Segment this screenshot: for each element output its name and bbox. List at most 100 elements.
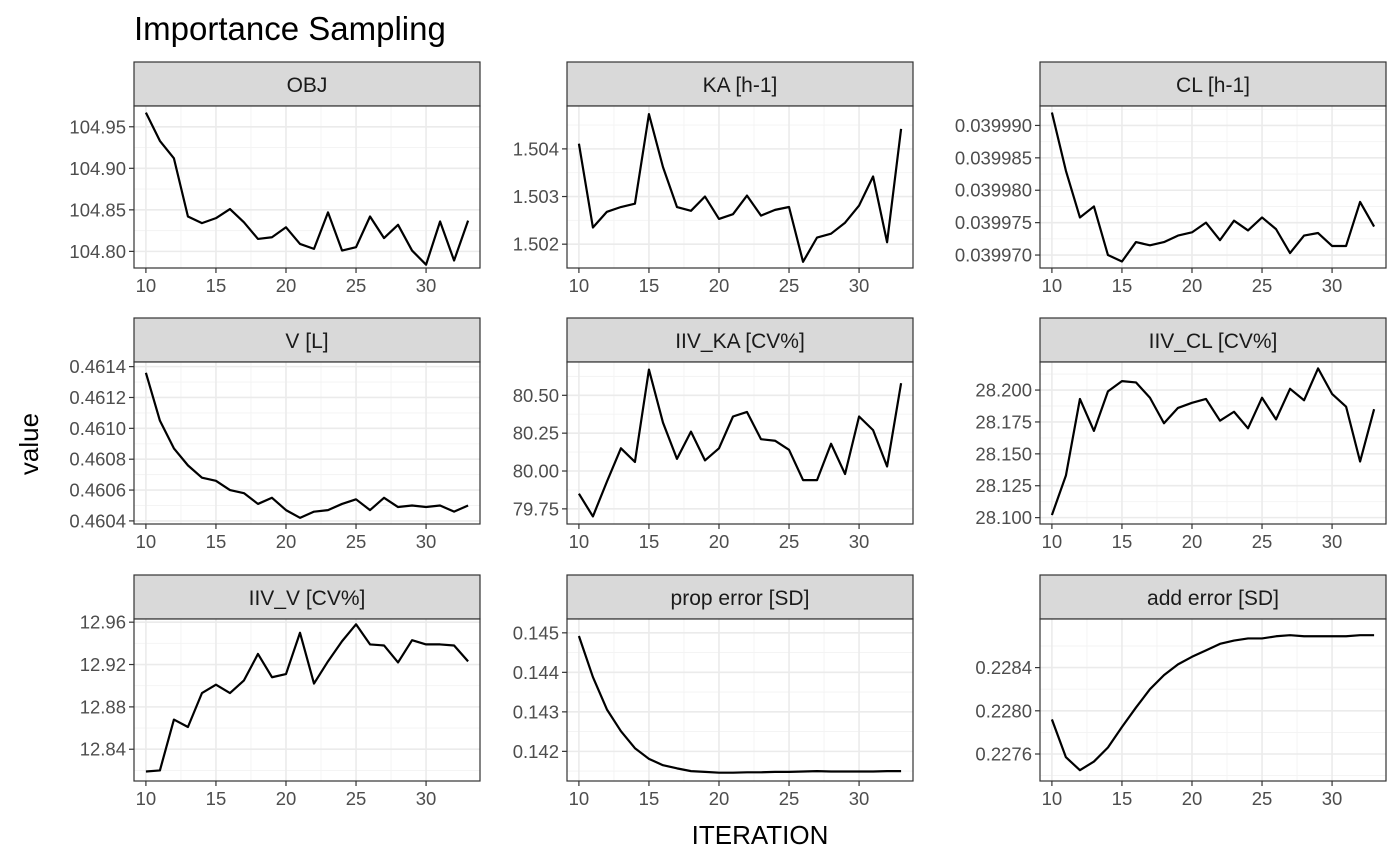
y-tick-label: 12.88 bbox=[80, 696, 126, 717]
panel-border-prop-error-sd bbox=[566, 618, 914, 782]
plot-area-prop-error-sd bbox=[567, 619, 913, 781]
y-tick-label: 0.143 bbox=[513, 701, 559, 722]
x-tick-label: 20 bbox=[709, 531, 730, 552]
series-line-iiv-ka-cv bbox=[577, 368, 903, 518]
y-tick-label: 28.100 bbox=[975, 507, 1032, 528]
x-tick-label: 25 bbox=[1252, 531, 1273, 552]
x-tick-label: 10 bbox=[136, 531, 157, 552]
panel-border-obj bbox=[133, 105, 481, 269]
plot-area-v-l bbox=[134, 362, 480, 524]
panel-ka-h-1: KA [h-1] 10 15 20 25 30 1.502 1.503 1.504 bbox=[513, 61, 914, 296]
panel-iiv-ka-cv: IIV_KA [CV%] 10 15 20 25 30 79.75 80.00 80.25 80.… bbox=[513, 317, 914, 552]
x-tick-label: 25 bbox=[1252, 788, 1273, 809]
y-tick-label: 79.75 bbox=[513, 498, 559, 519]
x-tick-label: 30 bbox=[1322, 275, 1343, 296]
y-tick-label: 104.90 bbox=[69, 158, 126, 179]
strip-label-iiv-ka-cv: IIV_KA [CV%] bbox=[675, 330, 805, 353]
series-line-iiv-cl-cv bbox=[1050, 367, 1376, 516]
series-line-obj bbox=[144, 112, 470, 266]
x-tick-label: 10 bbox=[1042, 531, 1063, 552]
x-tick-label: 15 bbox=[1112, 531, 1133, 552]
y-axis-title: value bbox=[14, 413, 44, 475]
y-tick-label: 0.4614 bbox=[69, 356, 126, 377]
x-tick-label: 20 bbox=[276, 531, 297, 552]
strip-label-cl-h-1: CL [h-1] bbox=[1176, 74, 1250, 97]
x-tick-label: 25 bbox=[779, 275, 800, 296]
strip-label-iiv-cl-cv: IIV_CL [CV%] bbox=[1149, 330, 1278, 353]
x-axis-v-l: 10 15 20 25 30 bbox=[136, 524, 437, 552]
y-axis-v-l: 0.4604 0.4606 0.4608 0.4610 0.4612 0.4614 bbox=[69, 356, 134, 531]
x-tick-label: 30 bbox=[1322, 788, 1343, 809]
gridlines-ka-h-1 bbox=[567, 106, 913, 268]
y-tick-label: 0.4612 bbox=[69, 387, 126, 408]
x-tick-label: 20 bbox=[709, 788, 730, 809]
x-axis-add-error-sd: 10 15 20 25 30 bbox=[1042, 781, 1343, 809]
y-tick-label: 1.503 bbox=[513, 186, 559, 207]
y-axis-ka-h-1: 1.502 1.503 1.504 bbox=[513, 138, 567, 255]
y-tick-label: 28.200 bbox=[975, 380, 1032, 401]
panel-prop-error-sd: prop error [SD] 10 15 20 25 30 0.142 0.143 0.144… bbox=[513, 574, 914, 809]
y-axis-prop-error-sd: 0.142 0.143 0.144 0.145 bbox=[513, 622, 567, 762]
x-tick-label: 10 bbox=[1042, 275, 1063, 296]
gridlines-iiv-cl-cv bbox=[1040, 362, 1386, 524]
y-tick-label: 80.25 bbox=[513, 423, 559, 444]
x-axis-cl-h-1: 10 15 20 25 30 bbox=[1042, 268, 1343, 296]
y-tick-label: 0.2280 bbox=[975, 700, 1032, 721]
strip-obj bbox=[133, 61, 481, 107]
strip-label-iiv-v-cv: IIV_V [CV%] bbox=[249, 587, 366, 610]
series-line-cl-h-1 bbox=[1050, 112, 1376, 263]
y-tick-label: 28.150 bbox=[975, 443, 1032, 464]
plot-area-iiv-v-cv bbox=[134, 619, 480, 781]
y-tick-label: 0.144 bbox=[513, 662, 559, 683]
strip-label-obj: OBJ bbox=[287, 74, 328, 97]
x-tick-label: 25 bbox=[346, 275, 367, 296]
x-tick-label: 25 bbox=[346, 788, 367, 809]
series-line-iiv-v-cv bbox=[145, 623, 469, 773]
strip-iiv-cl-cv bbox=[1039, 317, 1387, 363]
strip-iiv-ka-cv bbox=[566, 317, 914, 363]
x-tick-label: 20 bbox=[1182, 788, 1203, 809]
x-tick-label: 10 bbox=[136, 275, 157, 296]
strip-label-prop-error-sd: prop error [SD] bbox=[671, 587, 810, 610]
x-axis-ka-h-1: 10 15 20 25 30 bbox=[569, 268, 870, 296]
panel-obj: OBJ 10 15 20 25 30 104.80 104.85 104.90 104.95 bbox=[69, 61, 481, 296]
y-tick-label: 28.125 bbox=[975, 475, 1032, 496]
y-axis-obj: 104.80 104.85 104.90 104.95 bbox=[69, 116, 134, 262]
panel-border-iiv-v-cv bbox=[133, 618, 481, 782]
plot-area-iiv-cl-cv bbox=[1040, 362, 1386, 524]
x-axis-obj: 10 15 20 25 30 bbox=[136, 268, 436, 296]
plot-area-ka-h-1 bbox=[567, 106, 913, 268]
x-axis-iiv-v-cv: 10 15 20 25 30 bbox=[136, 781, 436, 809]
x-tick-label: 15 bbox=[206, 275, 227, 296]
x-tick-label: 10 bbox=[569, 788, 590, 809]
y-tick-label: 104.95 bbox=[69, 116, 126, 137]
y-tick-label: 104.85 bbox=[69, 199, 126, 220]
x-tick-label: 30 bbox=[416, 531, 437, 552]
x-tick-label: 20 bbox=[1182, 275, 1203, 296]
y-tick-label: 1.502 bbox=[513, 234, 559, 255]
y-tick-label: 0.039985 bbox=[955, 147, 1032, 168]
plot-area-iiv-ka-cv bbox=[567, 362, 913, 524]
y-tick-label: 12.84 bbox=[80, 739, 126, 760]
strip-label-v-l: V [L] bbox=[285, 330, 328, 353]
x-tick-label: 15 bbox=[206, 788, 227, 809]
strip-label-ka-h-1: KA [h-1] bbox=[703, 74, 778, 97]
series-line-prop-error-sd bbox=[577, 635, 902, 774]
panel-iiv-cl-cv: IIV_CL [CV%] 10 15 20 25 30 28.100 28.125 28.150… bbox=[975, 317, 1387, 552]
y-tick-label: 12.96 bbox=[80, 612, 126, 633]
x-tick-label: 15 bbox=[1112, 788, 1133, 809]
plot-area-add-error-sd bbox=[1040, 619, 1386, 781]
x-tick-label: 30 bbox=[849, 275, 870, 296]
panel-border-iiv-ka-cv bbox=[566, 361, 914, 525]
strip-cl-h-1 bbox=[1039, 61, 1387, 107]
strip-ka-h-1 bbox=[566, 61, 914, 107]
y-tick-label: 12.92 bbox=[80, 654, 126, 675]
panel-border-add-error-sd bbox=[1039, 618, 1387, 782]
panel-border-v-l bbox=[133, 361, 481, 525]
x-tick-label: 15 bbox=[639, 788, 660, 809]
x-tick-label: 25 bbox=[346, 531, 367, 552]
x-axis-iiv-ka-cv: 10 15 20 25 30 bbox=[569, 524, 869, 552]
strip-v-l bbox=[133, 317, 481, 363]
y-tick-label: 0.4608 bbox=[69, 449, 126, 470]
